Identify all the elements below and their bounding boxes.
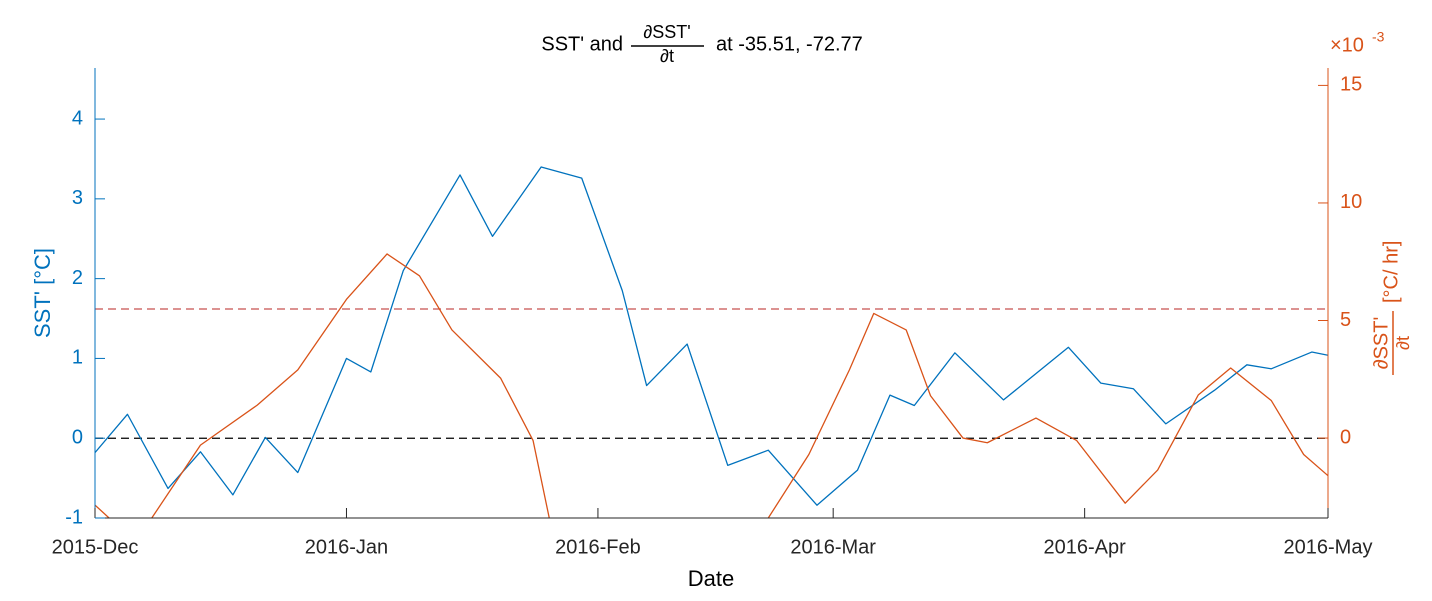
title-right: at -35.51, -72.77 <box>716 33 863 55</box>
y2-tick-label: 5 <box>1340 309 1351 331</box>
y2-label-numerator: ∂SST' <box>1370 317 1392 370</box>
y-tick-label: 4 <box>72 107 83 129</box>
x-tick-label: 2016-Apr <box>1044 536 1127 558</box>
x-tick-label: 2016-Feb <box>555 536 641 558</box>
plot-area <box>95 166 1328 518</box>
y2-axis-label: ∂SST' ∂t [°C/ hr] <box>1370 241 1413 375</box>
y2-exponent-power: -3 <box>1372 29 1385 45</box>
x-tick-label: 2015-Dec <box>52 536 139 558</box>
y-tick-label: 3 <box>72 187 83 209</box>
x-tick-label: 2016-Jan <box>305 536 388 558</box>
title-numerator: ∂SST' <box>643 22 690 42</box>
y2-tick-label: 0 <box>1340 426 1351 448</box>
y2-label-unit: [°C/ hr] <box>1380 241 1402 303</box>
y-tick-label: 2 <box>72 267 83 289</box>
y-tick-label: 0 <box>72 426 83 448</box>
title-left: SST' and <box>541 33 623 55</box>
y2-tick-label: 15 <box>1340 74 1362 96</box>
y-tick-label: 1 <box>72 347 83 369</box>
x-tick-label: 2016-May <box>1284 536 1373 558</box>
x-tick-label: 2016-Mar <box>790 536 876 558</box>
series-line <box>95 253 1328 518</box>
y2-label-denominator: ∂t <box>1393 336 1413 350</box>
y-axis-label: SST' [°C] <box>30 248 55 338</box>
y2-exponent-base: ×10 <box>1330 34 1364 56</box>
series-line <box>95 166 1328 506</box>
x-axis-label: Date <box>688 566 734 591</box>
y2-tick-label: 10 <box>1340 191 1362 213</box>
title: SST' and ∂SST' ∂t at -35.51, -72.77 <box>541 22 862 66</box>
y-tick-label: -1 <box>65 506 83 528</box>
title-denominator: ∂t <box>660 46 674 66</box>
